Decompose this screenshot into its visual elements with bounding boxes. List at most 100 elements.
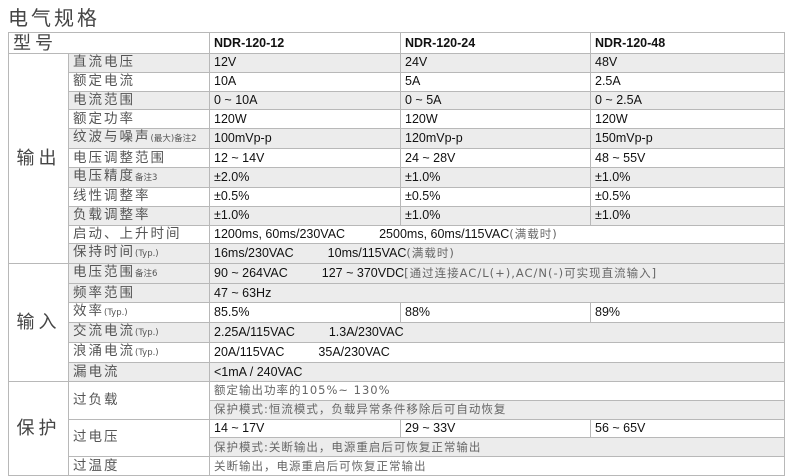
overload-value: 额定输出功率的105%~ 130% [209, 380, 785, 401]
label-note: 备注3 [135, 172, 158, 183]
row-label: 电流范围 [68, 90, 210, 111]
value-cell: 16ms/230VAC 10ms/115VAC(满载时) [209, 243, 785, 265]
value-cell: ±2.0% [209, 166, 401, 188]
row-label: 漏电流 [68, 362, 210, 382]
row-label: 纹波与噪声(最大)备注2 [68, 128, 210, 150]
row-label: 电压调整范围 [68, 148, 210, 168]
overvoltage-mode-row: 保护模式:关断输出，电源重启后可恢复正常输出 [9, 437, 785, 458]
row-label: 线性调整率 [68, 186, 210, 207]
value-cell: 120W [400, 109, 591, 130]
row-label: 电压范围备注6 [68, 263, 210, 285]
row-label: 保持时间(Typ.) [68, 243, 210, 265]
model-label: 型号 [8, 32, 210, 54]
spec-row: 输入 电压范围备注6 90 ~ 264VAC 127 ~ 370VDC[通过连接AC/… [8, 263, 785, 382]
spec-row: 效率(Typ.) 85.5% 88% 89% [9, 302, 785, 324]
spec-row: 交流电流(Typ.) 2.25A/115VAC 1.3A/230VAC [9, 322, 785, 344]
value-cell: 150mVp-p [590, 128, 785, 150]
value-cell: 2.5A [590, 71, 785, 92]
row-label: 交流电流(Typ.) [68, 322, 210, 344]
value-cell: 20A/115VAC 35A/230VAC [209, 342, 785, 364]
row-label: 过温度 [68, 456, 210, 476]
value-2: 35A/230VAC [318, 345, 390, 360]
label-text: 交流电流 [73, 323, 135, 340]
value-cell: 0 ~ 10A [209, 90, 401, 111]
value-cell: ±0.5% [590, 186, 785, 207]
header-row: 型号 NDR-120-12 NDR-120-24 NDR-120-48 [8, 32, 785, 54]
spec-row: 输出 直流电压 12V 24V 48V [8, 52, 785, 265]
value-1: 16ms/230VAC [214, 246, 294, 261]
label-note: (Typ.) [135, 249, 159, 260]
page-title: 电气规格 [8, 6, 100, 30]
value-1: 2.25A/115VAC [214, 325, 295, 340]
label-note: (Typ.) [135, 348, 159, 359]
value-cell: 0 ~ 5A [400, 90, 591, 111]
spec-row: 线性调整率 ±0.5% ±0.5% ±0.5% [9, 186, 785, 207]
value-cell: 85.5% [209, 302, 401, 324]
model-12: NDR-120-12 [209, 32, 401, 54]
model-24: NDR-120-24 [400, 32, 591, 54]
label-text: 直流电压 [73, 54, 135, 71]
row-label: 效率(Typ.) [68, 302, 210, 324]
value-cell: ±0.5% [209, 186, 401, 207]
overtemp-row: 过温度 关断输出，电源重启后可恢复正常输出 [9, 456, 785, 476]
row-label: 负载调整率 [68, 205, 210, 226]
row-label: 频率范围 [68, 283, 210, 304]
value-cell: 12 ~ 14V [209, 148, 401, 168]
value-2: 10ms/115VAC [327, 246, 407, 261]
value-1: 47 ~ 63Hz [214, 285, 272, 300]
label-text: 漏电流 [73, 363, 120, 380]
label-text: 电压范围 [73, 264, 135, 281]
overvoltage-row: 过电压 14 ~ 17V 29 ~ 33V 56 ~ 65V [9, 418, 785, 458]
label-text: 频率范围 [73, 284, 135, 301]
overtemp-value: 关断输出，电源重启后可恢复正常输出 [209, 456, 785, 476]
label-text: 电流范围 [73, 91, 135, 108]
spec-row: 负载调整率 ±1.0% ±1.0% ±1.0% [9, 205, 785, 226]
row-label: 直流电压 [68, 53, 210, 73]
row-label: 额定电流 [68, 71, 210, 92]
spec-row: 纹波与噪声(最大)备注2 100mVp-p 120mVp-p 150mVp-p [9, 128, 785, 150]
value-cell: ±1.0% [400, 166, 591, 188]
label-text: 保持时间 [73, 244, 135, 261]
value-note: (满载时) [406, 246, 455, 261]
label-text: 启动、上升时间 [73, 225, 182, 242]
label-text: 效率 [73, 303, 104, 320]
label-note: (Typ.) [104, 308, 128, 319]
spec-row: 电流范围 0 ~ 10A 0 ~ 5A 0 ~ 2.5A [9, 90, 785, 111]
spec-row: 电压精度备注3 ±2.0% ±1.0% ±1.0% [9, 166, 785, 188]
value-cell: 120mVp-p [400, 128, 591, 150]
overload-mode: 保护模式:恒流模式，负载异常条件移除后可自动恢复 [209, 399, 785, 420]
section-input: 输入 [8, 263, 69, 382]
label-text: 额定功率 [73, 110, 135, 127]
label-note: (最大)备注2 [150, 134, 197, 145]
spec-row: 频率范围 47 ~ 63Hz [9, 283, 785, 304]
value-2: 2500ms, 60ms/115VAC [379, 226, 510, 241]
value-24: 29 ~ 33V [400, 418, 591, 439]
value-cell: 0 ~ 2.5A [590, 90, 785, 111]
value-cell: 90 ~ 264VAC 127 ~ 370VDC[通过连接AC/L(+),AC/N… [209, 263, 785, 285]
label-text: 额定电流 [73, 73, 135, 90]
section-protection: 保护 [8, 380, 69, 476]
value-cell: ±1.0% [400, 205, 591, 226]
value-cell: 5A [400, 71, 591, 92]
value-cell: 24V [400, 53, 591, 73]
label-text: 负载调整率 [73, 207, 151, 224]
row-label: 浪涌电流(Typ.) [68, 342, 210, 364]
row-label: 过电压 [68, 418, 210, 458]
value-48: 56 ~ 65V [590, 418, 785, 439]
spec-row: 额定功率 120W 120W 120W [9, 109, 785, 130]
label-text: 纹波与噪声 [73, 129, 151, 146]
value-cell: ±1.0% [590, 166, 785, 188]
row-label: 额定功率 [68, 109, 210, 130]
value-cell: 2.25A/115VAC 1.3A/230VAC [209, 322, 785, 344]
label-note: (Typ.) [135, 328, 159, 339]
label-text: 浪涌电流 [73, 343, 135, 360]
model-48: NDR-120-48 [590, 32, 785, 54]
value-cell: 24 ~ 28V [400, 148, 591, 168]
spec-row: 漏电流 <1mA / 240VAC [9, 362, 785, 382]
value-1: 1200ms, 60ms/230VAC [214, 226, 346, 241]
value-note: (满载时) [509, 226, 558, 241]
label-text: 电压调整范围 [73, 149, 166, 166]
value-cell: 100mVp-p [209, 128, 401, 150]
value-cell: 48 ~ 55V [590, 148, 785, 168]
value-cell: 47 ~ 63Hz [209, 283, 785, 304]
